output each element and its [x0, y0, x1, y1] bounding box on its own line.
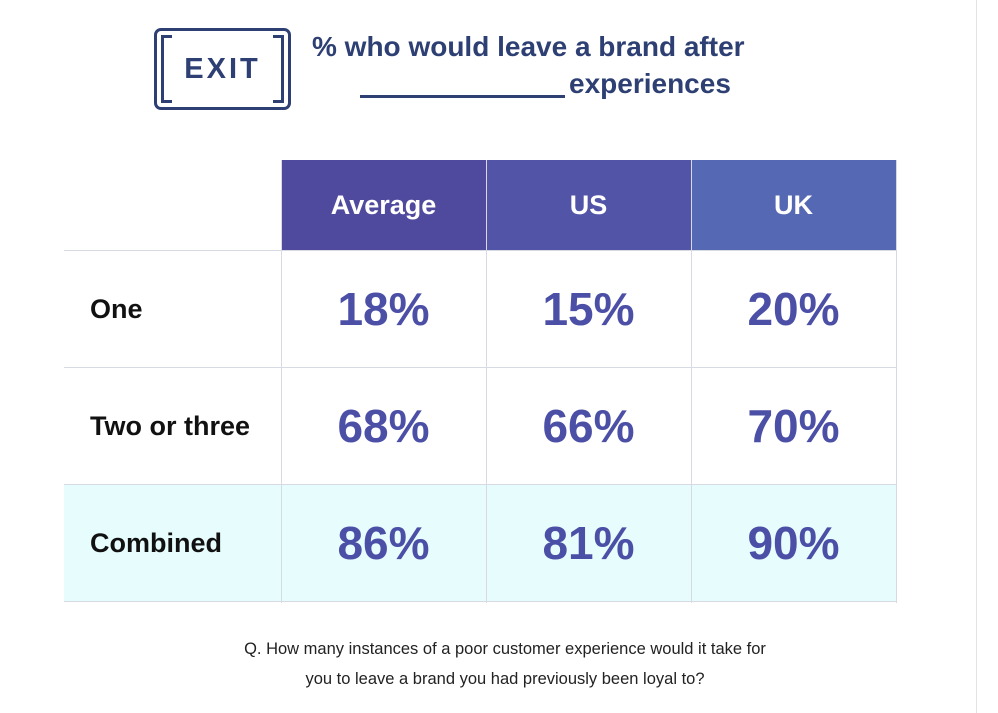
footnote-line-1: Q. How many instances of a poor customer…	[244, 640, 766, 658]
value-cell: 15%	[542, 283, 635, 335]
value-cell: 81%	[542, 517, 635, 569]
page-edge-divider	[976, 0, 977, 713]
footnote-line-2: you to leave a brand you had previously …	[305, 670, 705, 688]
exit-sign-outer-frame	[154, 28, 291, 110]
exit-sign-logo: EXIT	[154, 28, 291, 110]
value-cell: 90%	[747, 517, 840, 569]
column-header-uk: UK	[691, 160, 896, 250]
heading-line-2: experiences	[569, 68, 731, 99]
heading-line-1: % who would leave a brand after	[312, 31, 745, 62]
value-cell: 86%	[337, 517, 430, 569]
column-divider	[486, 160, 487, 603]
value-cell: 66%	[542, 400, 635, 452]
table-row: Combined 86% 81% 90%	[64, 484, 896, 602]
column-divider	[896, 160, 897, 603]
row-label: One	[90, 294, 143, 324]
table-row: Two or three 68% 66% 70%	[64, 367, 896, 485]
results-table: Average US UK One 18% 15% 20% Two or three 68% 66…	[64, 160, 897, 603]
column-divider	[691, 160, 692, 603]
exit-sign-text: EXIT	[184, 53, 261, 85]
row-label: Two or three	[90, 411, 251, 441]
value-cell: 20%	[747, 283, 840, 335]
column-header-us: US	[486, 160, 691, 250]
column-header-average: Average	[281, 160, 486, 250]
column-divider	[281, 160, 282, 603]
value-cell: 68%	[337, 400, 430, 452]
value-cell: 70%	[747, 400, 840, 452]
value-cell: 18%	[337, 283, 430, 335]
row-label: Combined	[90, 528, 222, 558]
survey-question-footnote: Q. How many instances of a poor customer…	[160, 634, 850, 694]
heading-blank-underline	[360, 95, 565, 98]
table-row: One 18% 15% 20%	[64, 250, 896, 368]
exit-sign-inner-frame	[161, 34, 284, 104]
